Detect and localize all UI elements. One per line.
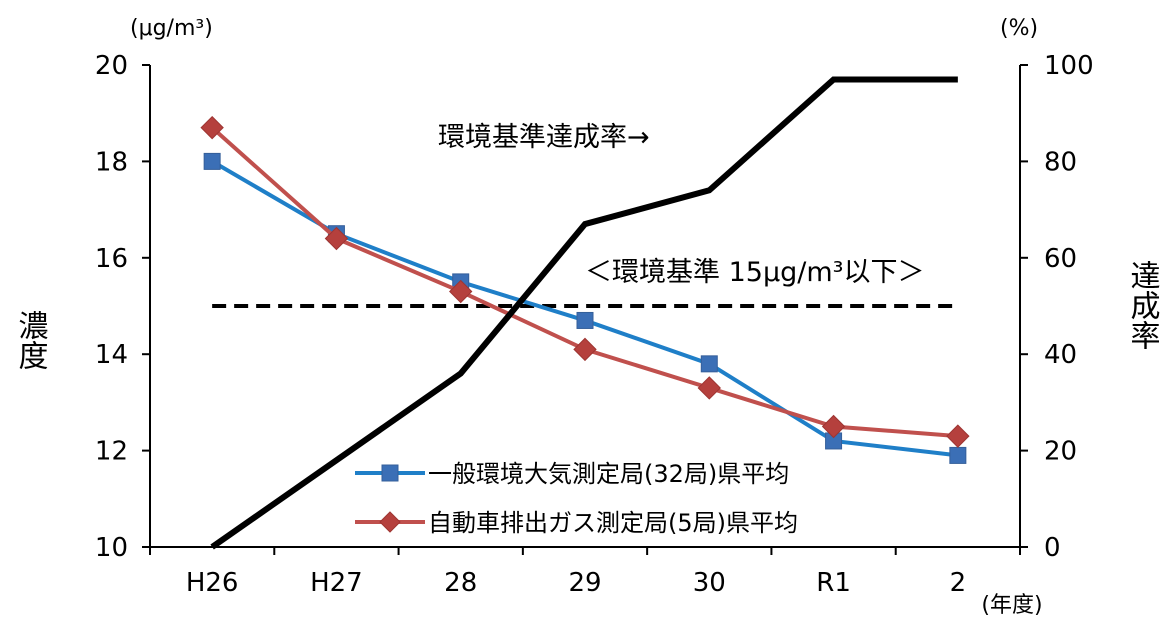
x-axis-unit: (年度) xyxy=(981,593,1042,618)
series-0-point xyxy=(203,152,221,170)
x-tick-label: 29 xyxy=(568,568,601,598)
left-tick-label: 16 xyxy=(95,244,128,274)
series-line-0 xyxy=(211,159,959,458)
right-axis-unit: (%) xyxy=(1000,16,1038,41)
right-tick-label: 80 xyxy=(1044,147,1077,177)
series-1-point xyxy=(200,115,224,140)
left-tick-label: 18 xyxy=(95,147,128,177)
series-1-point xyxy=(573,337,597,362)
series-1-point xyxy=(324,226,349,251)
left-tick-label: 10 xyxy=(95,533,128,563)
x-tick-label: H26 xyxy=(186,568,239,598)
series-1-point xyxy=(697,376,721,400)
right-tick-label: 60 xyxy=(1044,244,1077,274)
right-tick-label: 20 xyxy=(1044,437,1077,467)
reference-line-label: ＜環境基準 15μg/m³以下＞ xyxy=(585,257,924,288)
series-1-point xyxy=(449,279,473,304)
left-axis-unit: (μg/m³) xyxy=(130,16,213,41)
right-tick-label: 0 xyxy=(1044,533,1061,563)
series-1-point xyxy=(946,424,970,448)
legend-label: 自動車排出ガス測定局(5局)県平均 xyxy=(428,509,798,537)
legend-label: 一般環境大気測定局(32局)県平均 xyxy=(428,460,789,488)
x-tick-label: 28 xyxy=(444,568,477,598)
left-axis-title: 濃度 xyxy=(13,310,48,370)
legend-swatch-marker xyxy=(381,464,399,482)
left-tick-label: 12 xyxy=(95,437,128,467)
series-0-point xyxy=(576,311,594,329)
left-tick-label: 14 xyxy=(95,340,128,370)
attainment-rate-annotation: 環境基準達成率→ xyxy=(438,122,650,153)
series-0-point xyxy=(949,446,967,464)
x-tick-label: H27 xyxy=(310,568,363,598)
series-0-point xyxy=(700,355,718,373)
x-tick-label: R1 xyxy=(816,568,851,598)
right-tick-label: 40 xyxy=(1044,340,1077,370)
series-line-2 xyxy=(210,76,958,550)
series-1-point xyxy=(821,414,846,439)
right-axis-title: 達成率 xyxy=(1125,260,1160,350)
left-tick-label: 20 xyxy=(95,51,128,81)
legend-swatch-marker xyxy=(379,511,401,533)
chart-marks: 10 12 14 16 18 20 0 20 40 60 80 100 H26 H27 28 29 30 R1 2 一… xyxy=(95,51,1094,598)
x-tick-label: 2 xyxy=(950,568,967,598)
right-tick-label: 100 xyxy=(1044,51,1094,81)
x-tick-label: 30 xyxy=(693,568,726,598)
